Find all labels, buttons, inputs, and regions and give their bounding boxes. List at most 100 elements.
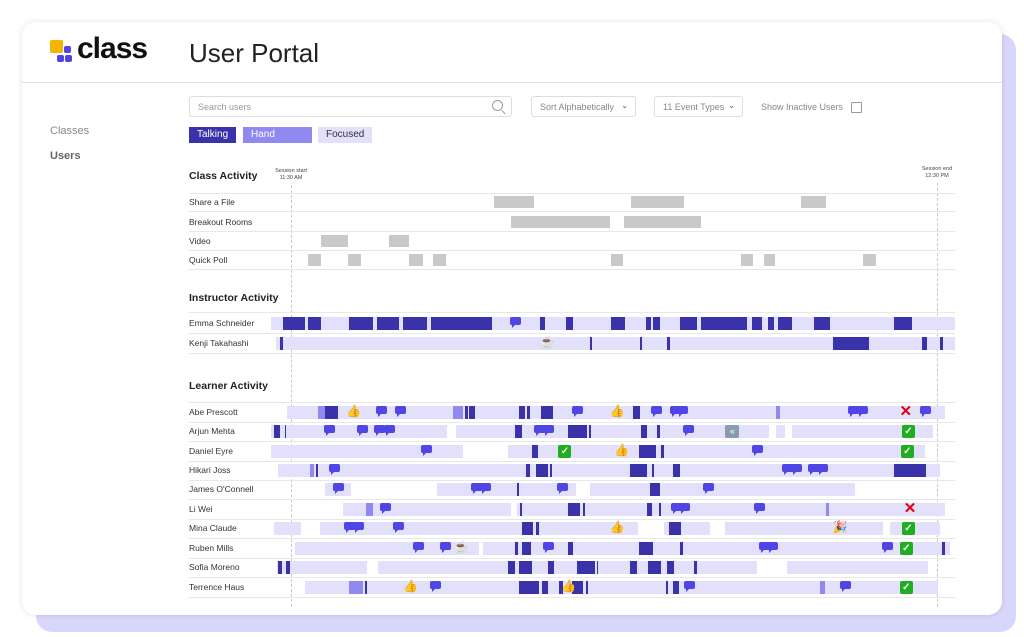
thumbs-up-icon[interactable]: 👍 [403,579,418,593]
chat-bubble-icon[interactable] [392,522,404,533]
check-icon[interactable]: ✓ [899,542,913,555]
chat-bubble-icon[interactable] [782,464,794,475]
chat-bubble-icon[interactable] [329,464,341,475]
coffee-icon[interactable]: ☕ [453,540,469,554]
thumbs-up-icon[interactable]: 👍 [561,579,577,593]
chat-bubble-icon[interactable] [808,464,820,475]
chat-bubble-icon[interactable] [344,522,356,533]
chat-bubble-icon[interactable] [533,425,545,436]
session-start-label: Session start [275,168,307,174]
chat-bubble-icon[interactable] [471,483,483,494]
legend-talking[interactable]: Talking [189,127,236,143]
legend-hand-raised[interactable]: Hand Raised [243,127,312,156]
search-placeholder: Search users [198,102,252,112]
chat-bubble-icon[interactable] [439,542,451,553]
chat-bubble-icon[interactable] [848,406,860,417]
check-icon[interactable]: ✓ [899,581,913,594]
show-inactive-checkbox[interactable] [851,102,862,113]
chat-bubble-icon[interactable] [840,581,852,592]
chat-bubble-icon[interactable] [352,522,364,533]
check-icon[interactable]: ✓ [558,445,572,458]
thumbs-up-icon[interactable]: 👍 [345,404,361,418]
event-types-dropdown[interactable]: 11 Event Types ⌄ [654,96,743,117]
chat-bubble-icon[interactable] [856,406,868,417]
talking-segment [582,503,585,516]
chat-bubble-icon[interactable] [758,542,770,553]
focused-segment [320,522,638,535]
row-divider [189,312,955,313]
chat-bubble-icon[interactable] [543,542,555,553]
chat-bubble-icon[interactable] [790,464,802,475]
chat-bubble-icon[interactable] [671,503,683,514]
activity-block [510,216,610,228]
thumbs-up-icon[interactable]: 👍 [609,404,625,418]
chat-bubble-icon[interactable] [752,445,764,456]
talking-segment [940,337,944,350]
talking-segment [278,561,283,574]
chat-bubble-icon[interactable] [479,483,491,494]
hand-raised-segment [452,406,464,419]
session-start-marker: Session start 11:30 AM [266,168,316,182]
chat-bubble-icon[interactable] [379,503,391,514]
talking-segment [548,561,554,574]
chat-bubble-icon[interactable] [509,317,521,328]
chat-bubble-icon[interactable] [394,406,406,417]
talking-segment [532,445,538,458]
chat-bubble-icon[interactable] [767,542,779,553]
thumbs-up-icon[interactable]: 👍 [609,520,625,534]
chat-bubble-icon[interactable] [374,425,386,436]
check-icon[interactable]: ✓ [901,425,915,438]
chat-bubble-icon[interactable] [684,581,696,592]
activity-block [623,216,702,228]
coffee-icon[interactable]: ☕ [539,335,555,349]
sidebar-item-users[interactable]: Users [50,150,81,162]
sort-dropdown[interactable]: Sort Alphabetically ⌄ [531,96,636,117]
chat-bubble-icon[interactable] [670,406,682,417]
talking-segment [590,337,593,350]
chat-bubble-icon[interactable] [882,542,894,553]
chat-bubble-icon[interactable] [543,425,555,436]
talking-segment [893,317,913,330]
row-divider [189,250,955,251]
chat-bubble-icon[interactable] [678,503,690,514]
chat-bubble-icon[interactable] [754,503,766,514]
search-input[interactable]: Search users [189,96,512,117]
talking-segment [649,483,661,496]
legend-focused[interactable]: Focused [318,127,372,143]
row-divider [189,231,955,232]
hand-raised-segment [775,406,780,419]
check-icon[interactable]: ✓ [901,522,915,535]
row-divider [189,422,955,423]
learner-activity-title: Learner Activity [189,380,268,392]
rewind-icon[interactable]: « [725,425,740,438]
check-icon[interactable]: ✓ [900,445,914,458]
chat-bubble-icon[interactable] [683,425,695,436]
chat-bubble-icon[interactable] [920,406,932,417]
party-popper-icon[interactable]: 🎉 [832,520,848,534]
search-icon[interactable] [492,100,503,111]
chat-bubble-icon[interactable] [702,483,714,494]
talking-segment [567,503,580,516]
chat-bubble-icon[interactable] [650,406,662,417]
talking-segment [402,317,427,330]
chat-bubble-icon[interactable] [816,464,828,475]
chat-bubble-icon[interactable] [357,425,369,436]
chat-bubble-icon[interactable] [376,406,388,417]
talking-segment [647,503,652,516]
cross-icon[interactable]: ✕ [903,500,917,517]
chat-bubble-icon[interactable] [676,406,688,417]
chat-bubble-icon[interactable] [333,483,345,494]
chat-bubble-icon[interactable] [413,542,425,553]
focused-segment [889,522,941,535]
chat-bubble-icon[interactable] [323,425,335,436]
chat-bubble-icon[interactable] [572,406,584,417]
chat-bubble-icon[interactable] [557,483,569,494]
chat-bubble-icon[interactable] [383,425,395,436]
talking-segment [942,542,945,555]
chat-bubble-icon[interactable] [420,445,432,456]
talking-segment [630,464,648,477]
sidebar-item-classes[interactable]: Classes [50,125,90,137]
chat-bubble-icon[interactable] [430,581,442,592]
cross-icon[interactable]: ✕ [899,403,913,420]
thumbs-up-icon[interactable]: 👍 [614,443,629,457]
